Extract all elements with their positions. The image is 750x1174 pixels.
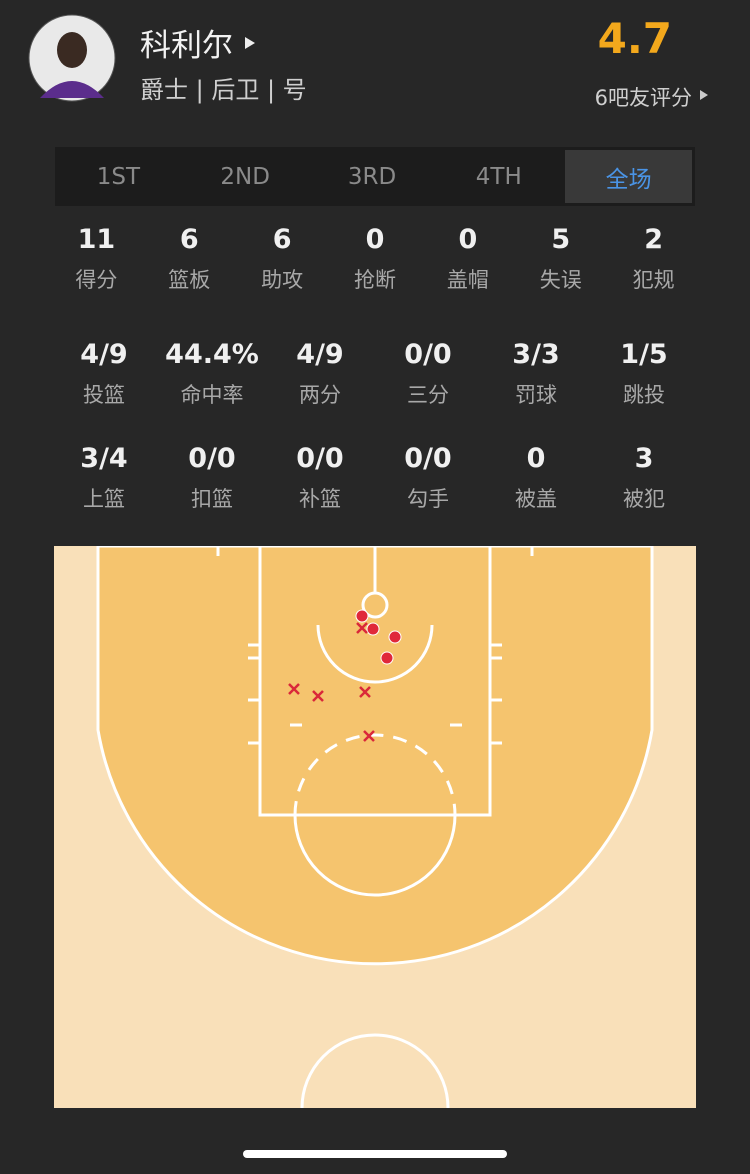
stat-value: 3 — [634, 443, 654, 474]
stat-label: 补篮 — [299, 487, 341, 511]
stat-cell: 2 犯规 — [607, 224, 700, 294]
stat-cell: 0/0 补篮 — [266, 443, 374, 513]
arrow-icon — [245, 37, 255, 49]
shot-made — [355, 609, 369, 623]
stat-cell: 3/3 罚球 — [482, 339, 590, 409]
shot-missed — [288, 683, 300, 695]
stat-label: 篮板 — [168, 268, 211, 292]
stat-value: 0 — [458, 224, 478, 255]
stats-row: 11 得分 6 篮板 6 助攻 0 抢断 0 盖帽 5 失误 2 犯规 — [50, 224, 700, 294]
shot-missed — [312, 690, 324, 702]
stat-cell: 1/5 跳投 — [590, 339, 698, 409]
shot-missed — [363, 730, 375, 742]
stat-cell: 0/0 三分 — [374, 339, 482, 409]
stat-cell: 0/0 勾手 — [374, 443, 482, 513]
tab[interactable]: 4TH — [475, 163, 522, 190]
stat-cell: 11 得分 — [50, 224, 143, 294]
stat-value: 11 — [77, 224, 116, 255]
arrow-icon — [700, 90, 708, 100]
stat-cell: 3 被犯 — [590, 443, 698, 513]
stats-row: 3/4 上篮 0/0 扣篮 0/0 补篮 0/0 勾手 0 被盖 3 被犯 — [50, 443, 698, 513]
tab[interactable]: 3RD — [347, 163, 397, 190]
stat-label: 勾手 — [407, 487, 449, 511]
shot-chart — [54, 546, 696, 1108]
stat-label: 得分 — [75, 268, 118, 292]
stat-value: 5 — [551, 224, 571, 255]
stat-label: 罚球 — [515, 383, 557, 407]
stat-label: 命中率 — [180, 383, 244, 407]
tab[interactable]: 2ND — [220, 163, 270, 190]
stat-cell: 44.4% 命中率 — [158, 339, 266, 409]
stat-label: 被盖 — [515, 487, 557, 511]
shot-missed — [359, 686, 371, 698]
stat-value: 4/9 — [80, 339, 128, 370]
stat-cell: 4/9 投篮 — [50, 339, 158, 409]
shot-made — [380, 651, 394, 665]
stat-label: 助攻 — [261, 268, 304, 292]
team-info: 爵士 | 后卫 | 号 — [140, 76, 307, 104]
stat-label: 盖帽 — [446, 268, 489, 292]
player-name[interactable]: 科利尔 — [140, 28, 233, 64]
home-indicator — [243, 1150, 507, 1158]
stat-label: 失误 — [539, 268, 582, 292]
stat-cell: 6 助攻 — [236, 224, 329, 294]
shot-made — [388, 630, 402, 644]
rating: 4.7 — [597, 14, 672, 63]
stat-value: 0/0 — [296, 443, 344, 474]
stat-value: 2 — [644, 224, 663, 255]
stat-label: 上篮 — [83, 487, 125, 511]
shot-made — [366, 622, 380, 636]
stat-value: 3/3 — [512, 339, 560, 370]
stat-label: 三分 — [407, 383, 449, 407]
stat-cell: 4/9 两分 — [266, 339, 374, 409]
stat-cell: 5 失误 — [514, 224, 607, 294]
stat-value: 0/0 — [404, 443, 452, 474]
stat-cell: 0/0 扣篮 — [158, 443, 266, 513]
stat-value: 44.4% — [165, 339, 259, 370]
stat-label: 跳投 — [623, 383, 665, 407]
stat-cell: 0 抢断 — [329, 224, 422, 294]
stats-row: 4/9 投篮 44.4% 命中率 4/9 两分 0/0 三分 3/3 罚球 1/5 跳投 — [50, 339, 698, 409]
tab[interactable]: 1ST — [96, 163, 141, 190]
stat-value: 4/9 — [296, 339, 344, 370]
stat-label: 两分 — [299, 383, 341, 407]
stat-label: 被犯 — [623, 487, 665, 511]
stat-value: 3/4 — [80, 443, 128, 474]
stat-value: 6 — [179, 224, 199, 255]
stat-cell: 3/4 上篮 — [50, 443, 158, 513]
stat-value: 0 — [365, 224, 385, 255]
stat-value: 1/5 — [620, 339, 668, 370]
stat-label: 犯规 — [632, 268, 675, 292]
shot-missed — [356, 622, 368, 634]
stat-value: 0 — [526, 443, 546, 474]
stat-label: 投篮 — [83, 383, 125, 407]
rating-label[interactable]: 6吧友评分 — [594, 86, 692, 110]
stat-cell: 0 被盖 — [482, 443, 590, 513]
stat-label: 抢断 — [354, 268, 396, 292]
tab[interactable]: 全场 — [565, 150, 692, 203]
stat-value: 0/0 — [188, 443, 236, 474]
stat-label: 扣篮 — [191, 487, 233, 511]
avatar[interactable] — [28, 14, 116, 102]
stat-cell: 0 盖帽 — [421, 224, 514, 294]
period-tabs: 1ST 2ND 3RD 4TH 全场 — [55, 147, 695, 206]
stat-value: 6 — [272, 224, 292, 255]
stat-cell: 6 篮板 — [143, 224, 236, 294]
stat-value: 0/0 — [404, 339, 452, 370]
